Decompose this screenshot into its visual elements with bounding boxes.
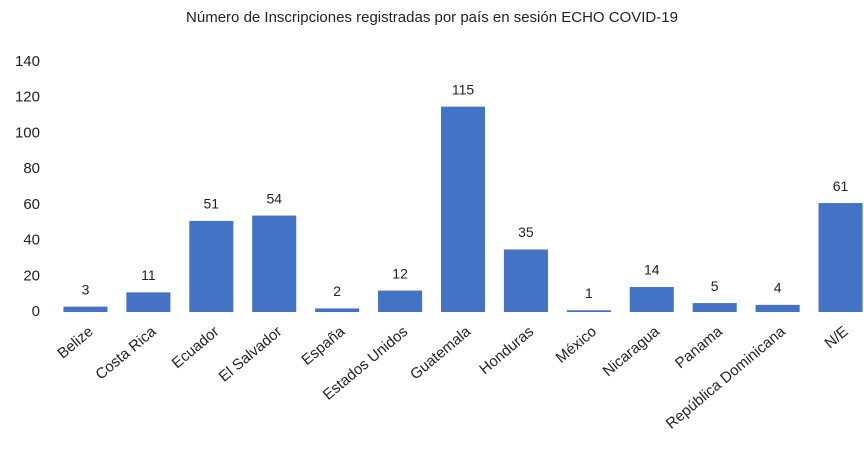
bar bbox=[189, 220, 234, 312]
x-tick-label: N/E bbox=[822, 323, 852, 352]
y-tick-label: 140 bbox=[15, 53, 40, 70]
data-label: 1 bbox=[585, 285, 593, 301]
bar bbox=[63, 306, 108, 312]
data-label: 12 bbox=[392, 265, 408, 281]
x-tick-label: Panama bbox=[672, 323, 726, 372]
data-label: 4 bbox=[774, 280, 782, 296]
bar bbox=[566, 310, 611, 312]
bar bbox=[315, 308, 360, 312]
bar bbox=[378, 290, 423, 312]
data-label: 61 bbox=[833, 178, 849, 194]
data-label: 14 bbox=[644, 262, 660, 278]
x-tick-label: Belize bbox=[54, 323, 96, 362]
x-tick-label: Costa Rica bbox=[92, 323, 160, 384]
x-tick-label: España bbox=[298, 323, 348, 369]
data-label: 5 bbox=[711, 278, 719, 294]
bar bbox=[440, 106, 486, 313]
y-tick-label: 80 bbox=[23, 160, 40, 177]
data-label: 51 bbox=[204, 196, 220, 212]
x-tick-label: Guatemala bbox=[407, 323, 475, 384]
x-tick-label: Ecuador bbox=[169, 323, 223, 372]
x-tick-label: República Dominicana bbox=[663, 323, 789, 433]
data-label: 35 bbox=[518, 224, 534, 240]
x-tick-label: Honduras bbox=[476, 323, 537, 378]
data-label: 11 bbox=[141, 267, 156, 283]
data-label: 54 bbox=[266, 190, 282, 206]
chart-title: Número de Inscripciones registradas por … bbox=[186, 9, 678, 26]
bar bbox=[629, 287, 674, 312]
bar bbox=[818, 203, 863, 312]
x-tick-label: México bbox=[553, 323, 600, 367]
data-label: 3 bbox=[82, 281, 90, 297]
y-tick-label: 120 bbox=[15, 89, 40, 106]
bar bbox=[755, 304, 800, 312]
y-tick-label: 20 bbox=[23, 267, 40, 284]
y-tick-label: 100 bbox=[15, 124, 40, 141]
y-tick-label: 40 bbox=[23, 232, 40, 249]
y-tick-label: 0 bbox=[32, 303, 40, 320]
data-label: 2 bbox=[333, 283, 341, 299]
bar bbox=[503, 249, 548, 312]
bar bbox=[692, 303, 737, 312]
bar bbox=[252, 215, 297, 312]
y-tick-label: 60 bbox=[23, 196, 40, 213]
x-tick-label: El Salvador bbox=[216, 323, 286, 385]
bar bbox=[126, 292, 171, 312]
x-tick-label: Nicaragua bbox=[600, 323, 664, 380]
data-label: 115 bbox=[452, 81, 475, 97]
